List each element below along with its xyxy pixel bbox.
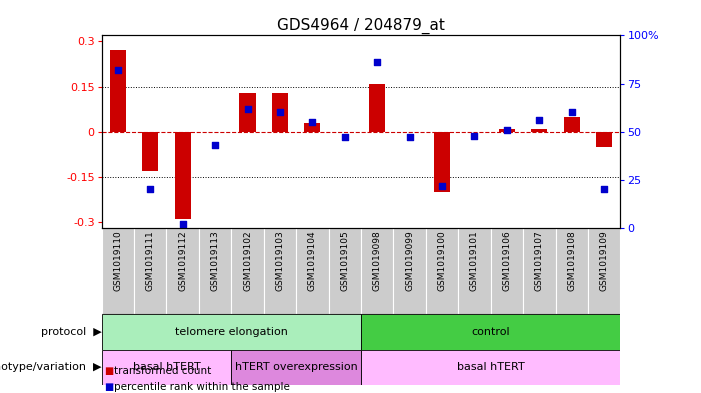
Bar	[491, 228, 523, 314]
Bar	[264, 228, 297, 314]
Bar	[240, 92, 256, 132]
Text: GSM1019101: GSM1019101	[470, 231, 479, 291]
Text: GSM1019106: GSM1019106	[503, 231, 512, 291]
Text: GSM1019108: GSM1019108	[567, 231, 576, 291]
Text: GSM1019113: GSM1019113	[210, 231, 219, 291]
Bar	[102, 314, 361, 350]
Bar	[393, 228, 426, 314]
Text: GSM1019105: GSM1019105	[340, 231, 349, 291]
Bar	[361, 228, 393, 314]
Point	[274, 109, 285, 116]
Text: GSM1019112: GSM1019112	[178, 231, 187, 291]
Point	[242, 105, 253, 112]
Point	[372, 59, 383, 66]
Bar	[102, 350, 231, 385]
Bar	[556, 228, 588, 314]
Point	[307, 119, 318, 125]
Bar	[361, 350, 620, 385]
Bar	[499, 129, 515, 132]
Text: transformed count: transformed count	[114, 366, 212, 376]
Text: GSM1019109: GSM1019109	[599, 231, 608, 291]
Point	[112, 67, 123, 73]
Title: GDS4964 / 204879_at: GDS4964 / 204879_at	[277, 18, 445, 34]
Bar	[329, 228, 361, 314]
Bar	[231, 350, 361, 385]
Point	[437, 182, 448, 189]
Bar	[588, 228, 620, 314]
Bar	[297, 228, 329, 314]
Bar	[531, 129, 547, 132]
Bar	[231, 228, 264, 314]
Bar	[434, 132, 450, 192]
Bar	[523, 228, 556, 314]
Bar	[564, 117, 580, 132]
Text: GSM1019103: GSM1019103	[275, 231, 285, 291]
Bar	[175, 132, 191, 219]
Bar	[167, 228, 199, 314]
Bar	[426, 228, 458, 314]
Bar	[199, 228, 231, 314]
Bar	[458, 228, 491, 314]
Text: GSM1019111: GSM1019111	[146, 231, 155, 291]
Bar	[304, 123, 320, 132]
Text: hTERT overexpression: hTERT overexpression	[235, 362, 358, 373]
Text: GSM1019104: GSM1019104	[308, 231, 317, 291]
Text: GSM1019100: GSM1019100	[437, 231, 447, 291]
Text: GSM1019110: GSM1019110	[114, 231, 123, 291]
Text: percentile rank within the sample: percentile rank within the sample	[114, 382, 290, 392]
Text: basal hTERT: basal hTERT	[132, 362, 200, 373]
Point	[599, 186, 610, 193]
Bar	[369, 83, 386, 132]
Text: protocol  ▶: protocol ▶	[41, 327, 102, 337]
Bar	[596, 132, 612, 147]
Bar	[272, 92, 288, 132]
Point	[469, 132, 480, 139]
Bar	[102, 228, 134, 314]
Text: GSM1019107: GSM1019107	[535, 231, 544, 291]
Text: ■: ■	[104, 382, 113, 392]
Point	[404, 134, 415, 141]
Point	[566, 109, 578, 116]
Text: genotype/variation  ▶: genotype/variation ▶	[0, 362, 102, 373]
Point	[144, 186, 156, 193]
Point	[210, 142, 221, 148]
Text: GSM1019098: GSM1019098	[373, 231, 382, 291]
Text: ■: ■	[104, 366, 113, 376]
Point	[533, 117, 545, 123]
Text: telomere elongation: telomere elongation	[175, 327, 288, 337]
Bar	[110, 50, 126, 132]
Text: control: control	[471, 327, 510, 337]
Point	[339, 134, 350, 141]
Point	[177, 221, 189, 227]
Text: GSM1019099: GSM1019099	[405, 231, 414, 291]
Bar	[134, 228, 167, 314]
Point	[501, 127, 512, 133]
Bar	[142, 132, 158, 171]
Bar	[361, 314, 620, 350]
Text: basal hTERT: basal hTERT	[457, 362, 524, 373]
Text: GSM1019102: GSM1019102	[243, 231, 252, 291]
